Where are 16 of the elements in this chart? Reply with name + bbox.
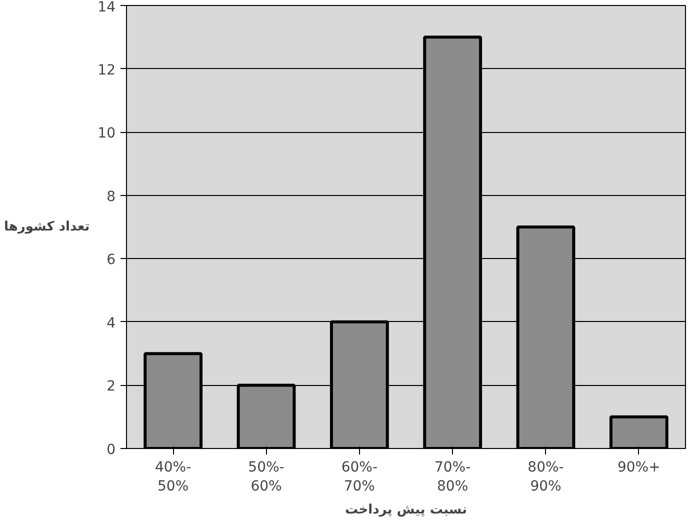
x-tick-label: 90%+	[617, 460, 660, 476]
x-tick-label: 50%- 60%	[248, 460, 284, 495]
y-tick-label: 14	[98, 0, 116, 16]
x-axis-title: نسبت پیش پرداخت	[344, 502, 468, 518]
y-tick-label: 10	[98, 126, 116, 142]
y-axis-title: تعداد کشورها	[4, 220, 90, 234]
y-tick-label: 6	[106, 252, 116, 268]
y-tick-label: 2	[106, 378, 116, 395]
x-tick-label: 70%- 80%	[434, 460, 471, 495]
y-tick-label: 0	[106, 442, 116, 458]
y-tick-label: 12	[98, 62, 116, 78]
x-tick-label: 40%- 50%	[155, 460, 192, 495]
x-tick-label: 60%- 70%	[341, 460, 378, 495]
y-tick-label: 8	[106, 188, 116, 205]
y-tick-label: 4	[106, 315, 116, 332]
x-tick-label: 80%- 90%	[528, 460, 564, 495]
